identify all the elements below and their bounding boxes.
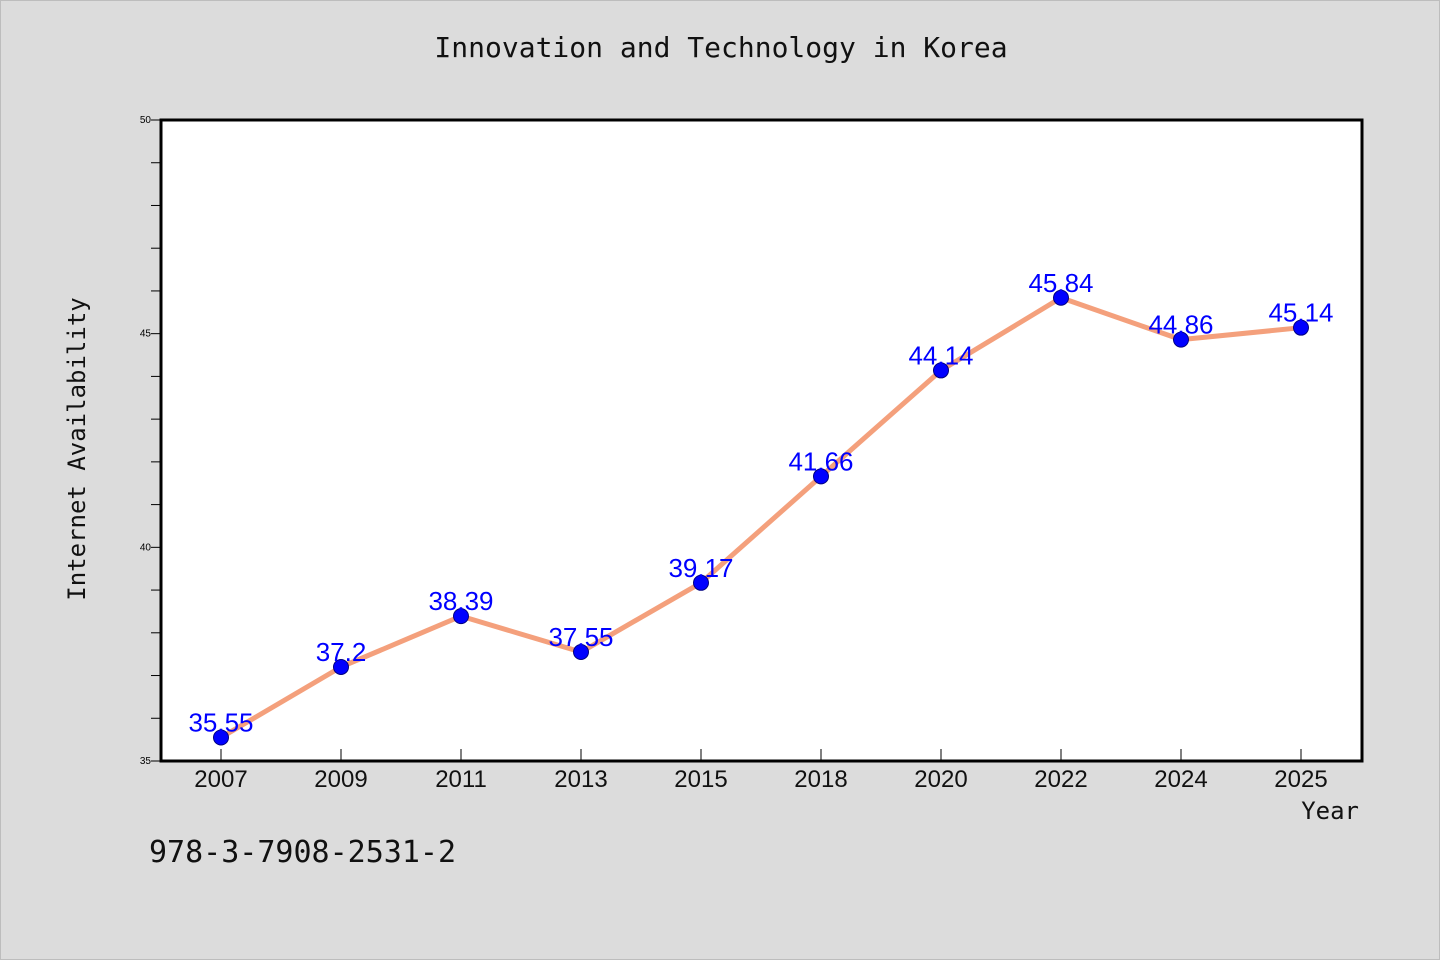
x-tick-label: 2013 xyxy=(554,766,607,793)
data-point xyxy=(693,574,709,591)
x-axis-label: Year xyxy=(1301,797,1359,825)
plot-area xyxy=(159,118,1364,763)
y-axis-label: Internet Availability xyxy=(63,297,91,601)
data-point xyxy=(813,468,829,485)
data-label: 44.86 xyxy=(1148,310,1213,340)
data-label: 41.66 xyxy=(788,446,853,476)
data-label: 38.39 xyxy=(428,586,493,616)
data-label: 45.84 xyxy=(1028,268,1093,298)
footer-code: 978-3-7908-2531-2 xyxy=(149,835,457,870)
x-tick-label: 2007 xyxy=(194,766,247,793)
series-layer xyxy=(218,295,1304,740)
data-label: 45.14 xyxy=(1268,298,1333,328)
data-label: 44.14 xyxy=(908,340,973,370)
x-tick-label: 2025 xyxy=(1274,766,1327,793)
x-tick-label: 2009 xyxy=(314,766,367,793)
y-tick-label: 50 xyxy=(140,115,152,126)
series-line xyxy=(218,295,1304,740)
y-tick-label: 35 xyxy=(140,756,152,767)
data-point xyxy=(573,644,589,661)
data-point xyxy=(333,658,349,675)
x-axis: 2007 2009 2011 2013 2015 2018 2020 2022 2024 2025 xyxy=(194,749,1328,793)
y-tick-label: 45 xyxy=(140,329,152,340)
data-point xyxy=(453,608,469,625)
data-label: 37.2 xyxy=(316,637,367,667)
x-tick-label: 2022 xyxy=(1034,766,1087,793)
data-point xyxy=(213,729,229,746)
data-point xyxy=(1173,331,1189,348)
x-tick-label: 2011 xyxy=(435,766,487,793)
x-tick-label: 2024 xyxy=(1154,766,1207,793)
x-tick-label: 2015 xyxy=(674,766,727,793)
data-label: 37.55 xyxy=(548,622,613,652)
data-point xyxy=(1293,319,1309,336)
data-point xyxy=(933,362,949,379)
marker-layer xyxy=(213,289,1309,746)
y-axis: 35 40 45 50 xyxy=(140,115,161,767)
x-tick-label: 2020 xyxy=(914,766,967,793)
chart-title: Innovation and Technology in Korea xyxy=(434,31,1008,64)
x-tick-label: 2018 xyxy=(794,766,847,793)
data-label-layer: 35.55 37.2 38.39 37.55 39.17 41.66 44.14 45.84 4… xyxy=(188,268,1333,738)
data-label: 39.17 xyxy=(668,553,733,583)
y-tick-label: 40 xyxy=(140,542,152,553)
data-label: 35.55 xyxy=(188,707,253,737)
data-point xyxy=(1053,289,1069,306)
